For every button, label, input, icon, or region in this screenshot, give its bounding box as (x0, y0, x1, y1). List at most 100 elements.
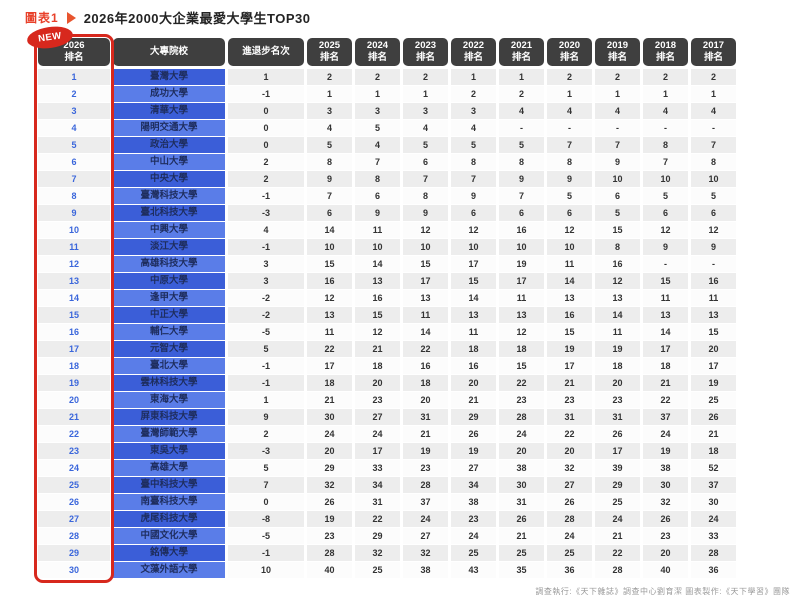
year-rank-cell: 20 (499, 443, 544, 459)
year-rank-cell: 21 (691, 426, 736, 442)
change-cell: -8 (228, 511, 304, 527)
year-rank-cell: 15 (403, 256, 448, 272)
year-rank-cell: 22 (643, 392, 688, 408)
university-cell: 雲林科技大學 (113, 375, 225, 391)
rank-cell: 20 (38, 392, 110, 408)
year-rank-cell: 11 (355, 222, 400, 238)
year-rank-cell: 3 (355, 103, 400, 119)
change-cell: -1 (228, 239, 304, 255)
year-rank-cell: 26 (547, 494, 592, 510)
year-rank-cell: 15 (499, 358, 544, 374)
year-rank-cell: 19 (691, 375, 736, 391)
year-rank-cell: 11 (403, 307, 448, 323)
column-header-label: 排名 (463, 52, 483, 63)
year-rank-cell: 2 (547, 69, 592, 85)
rank-cell: 9 (38, 205, 110, 221)
university-cell: 清華大學 (113, 103, 225, 119)
rank-cell: 14 (38, 290, 110, 306)
year-rank-cell: 52 (691, 460, 736, 476)
column-header: 2023 排名 (403, 38, 448, 66)
year-rank-cell: 24 (451, 528, 496, 544)
column-header-label: 排名 (559, 52, 579, 63)
year-rank-cell: 20 (643, 545, 688, 561)
year-rank-cell: 28 (595, 562, 640, 578)
year-rank-cell: 30 (643, 477, 688, 493)
column-header: 2024 排名 (355, 38, 400, 66)
year-rank-cell: - (691, 120, 736, 136)
year-rank-cell: 6 (403, 154, 448, 170)
year-rank-cell: 24 (547, 528, 592, 544)
column-header-label: 排名 (415, 52, 435, 63)
year-rank-cell: 35 (499, 562, 544, 578)
change-cell: -2 (228, 290, 304, 306)
rank-cell: 29 (38, 545, 110, 561)
year-rank-cell: 7 (691, 137, 736, 153)
university-cell: 臺灣大學 (113, 69, 225, 85)
change-cell: 9 (228, 409, 304, 425)
year-rank-cell: 2 (403, 69, 448, 85)
rank-cell: 3 (38, 103, 110, 119)
year-rank-cell: 8 (643, 137, 688, 153)
university-cell: 東海大學 (113, 392, 225, 408)
year-rank-cell: 25 (547, 545, 592, 561)
year-rank-cell: 4 (499, 103, 544, 119)
year-rank-cell: 32 (643, 494, 688, 510)
year-rank-cell: 11 (643, 290, 688, 306)
rank-cell: 22 (38, 426, 110, 442)
year-rank-cell: 17 (355, 443, 400, 459)
year-rank-cell: 23 (355, 392, 400, 408)
university-cell: 臺北大學 (113, 358, 225, 374)
year-rank-cell: 18 (691, 443, 736, 459)
rank-cell: 16 (38, 324, 110, 340)
year-rank-cell: 15 (595, 222, 640, 238)
year-rank-cell: 4 (643, 103, 688, 119)
year-rank-cell: 9 (403, 205, 448, 221)
university-cell: 屏東科技大學 (113, 409, 225, 425)
year-rank-cell: 25 (691, 392, 736, 408)
year-rank-cell: 29 (355, 528, 400, 544)
change-cell: -1 (228, 545, 304, 561)
year-rank-cell: 15 (547, 324, 592, 340)
university-cell: 政治大學 (113, 137, 225, 153)
year-rank-cell: 3 (451, 103, 496, 119)
change-cell: 3 (228, 256, 304, 272)
rank-cell: 5 (38, 137, 110, 153)
column-year-2021: 2021 排名 1 2 4-5 8 9 7 6 16 10 19 17 11 13 12 18 15 22 23 28 2… (499, 38, 544, 579)
year-rank-cell: 22 (499, 375, 544, 391)
year-rank-cell: 10 (691, 171, 736, 187)
year-rank-cell: 26 (499, 511, 544, 527)
university-cell: 臺北科技大學 (113, 205, 225, 221)
year-rank-cell: 19 (403, 443, 448, 459)
year-rank-cell: 5 (355, 120, 400, 136)
year-rank-cell: 9 (307, 171, 352, 187)
university-cell: 虎尾科技大學 (113, 511, 225, 527)
year-rank-cell: 11 (691, 290, 736, 306)
year-rank-cell: 28 (691, 545, 736, 561)
year-rank-cell: 1 (547, 86, 592, 102)
page-title: 2026年2000大企業最愛大學生TOP30 (83, 11, 311, 26)
university-cell: 中原大學 (113, 273, 225, 289)
year-rank-cell: 21 (451, 392, 496, 408)
year-rank-cell: 25 (595, 494, 640, 510)
year-rank-cell: 23 (499, 392, 544, 408)
year-rank-cell: 25 (355, 562, 400, 578)
change-cell: 0 (228, 494, 304, 510)
year-rank-cell: - (547, 120, 592, 136)
university-cell: 中正大學 (113, 307, 225, 323)
year-rank-cell: 22 (547, 426, 592, 442)
year-rank-cell: 16 (451, 358, 496, 374)
year-rank-cell: 18 (643, 358, 688, 374)
year-rank-cell: 7 (643, 154, 688, 170)
year-rank-cell: 13 (691, 307, 736, 323)
column-header: 2020 排名 (547, 38, 592, 66)
year-rank-cell: 2 (643, 69, 688, 85)
year-rank-cell: 9 (595, 154, 640, 170)
year-rank-cell: 43 (451, 562, 496, 578)
year-rank-cell: 26 (595, 426, 640, 442)
year-rank-cell: 32 (355, 545, 400, 561)
year-rank-cell: 1 (643, 86, 688, 102)
year-rank-cell: 4 (595, 103, 640, 119)
year-rank-cell: 14 (403, 324, 448, 340)
year-rank-cell: 21 (355, 341, 400, 357)
rank-cell: 6 (38, 154, 110, 170)
